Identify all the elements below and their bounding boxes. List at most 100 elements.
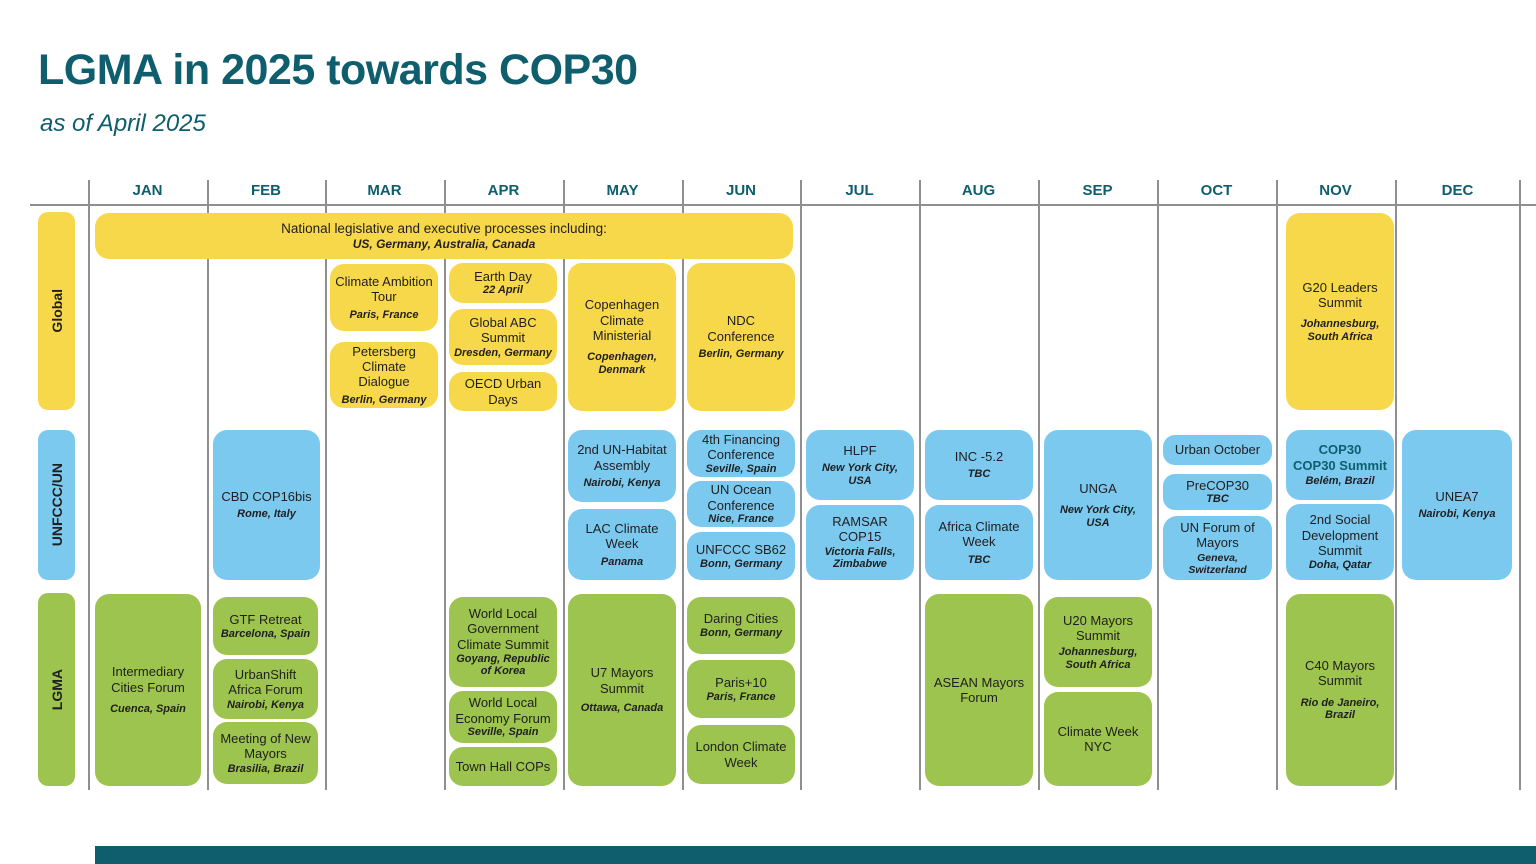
event-u7-mayors-summit: U7 Mayors Summit Ottawa, Canada [568,594,676,786]
grid-line [1038,180,1040,790]
event-oecd-urban-days: OECD Urban Days [449,372,557,411]
event-ramsar-cop15: RAMSAR COP15 Victoria Falls, Zimbabwe [806,505,914,580]
event-world-local-economy-forum: World Local Economy Forum Seville, Spain [449,691,557,743]
event-hlpf: HLPF New York City, USA [806,430,914,500]
grid-line [800,180,802,790]
event-title: Paris+10 [715,674,767,690]
event-title: Africa Climate Week [938,518,1020,550]
month-header-dec: DEC [1441,182,1474,199]
event-title: G20 Leaders Summit [1302,279,1378,310]
event-meeting-of-new-mayors: Meeting of New Mayors Brasilia, Brazil [213,722,318,784]
event-title: CBD COP16bis [221,489,312,505]
event-title: COP30 [1318,442,1362,458]
event-u20-mayors-summit: U20 Mayors Summit Johannesburg, South Af… [1044,597,1152,687]
event-unga: UNGA New York City, USA [1044,430,1152,580]
footer-bar [95,846,1536,864]
page-title: LGMA in 2025 towards COP30 [38,46,638,94]
event-title: HLPF [843,442,877,458]
event-un-ocean-conference: UN Ocean Conference Nice, France [687,481,795,527]
event-location: Belém, Brazil [1305,475,1375,487]
event-g20-leaders-summit: G20 Leaders Summit Johannesburg, South A… [1286,213,1394,410]
month-header-jan: JAN [132,182,163,199]
grid-line [563,180,565,790]
event-world-local-government-climate-summit: World Local Government Climate Summit Go… [449,597,557,687]
grid-line [1276,180,1278,790]
event-location: Nairobi, Kenya [1418,508,1496,521]
event-petersberg-climate-dialogue: Petersberg Climate Dialogue Berlin, Germ… [330,342,438,408]
event-title: UNFCCC SB62 [695,541,787,557]
event-location: Paris, France [706,690,776,703]
event-un-forum-of-mayors: UN Forum of Mayors Geneva, Switzerland [1163,516,1272,580]
event-urban-october: Urban October [1163,435,1272,465]
event-title: LAC Climate Week [585,520,659,552]
event-copenhagen-climate-ministerial: Copenhagen Climate Ministerial Copenhage… [568,263,676,411]
event-title: Global ABC Summit [469,314,537,346]
event-location: Geneva, Switzerland [1188,552,1247,577]
event-unea7: UNEA7 Nairobi, Kenya [1402,430,1512,580]
row-label-unfccc-un: UNFCCC/UN [38,430,75,580]
event-title: Daring Cities [703,611,779,627]
event-title-line2: COP30 Summit [1293,457,1387,473]
month-header-nov: NOV [1319,182,1352,199]
event-location: Berlin, Germany [698,348,784,360]
event-title: UrbanShift Africa Forum [228,666,303,698]
event-location: Doha, Qatar [1308,559,1372,572]
event-title: U7 Mayors Summit [590,665,654,696]
page-subtitle: as of April 2025 [40,110,206,137]
event-title: PreCOP30 [1186,478,1249,494]
event-location: Nairobi, Kenya [226,698,305,711]
event-title: World Local Government Climate Summit [457,605,549,652]
month-header-may: MAY [606,182,639,199]
event-title: 2nd UN-Habitat Assembly [577,442,667,473]
month-header-feb: FEB [251,182,281,199]
event-unfccc-sb62: UNFCCC SB62 Bonn, Germany [687,532,795,580]
row-label-lgma: LGMA [38,593,75,786]
event-location: Panama [600,555,644,568]
event-location: Bonn, Germany [700,627,782,640]
event-title: NDC Conference [707,313,775,344]
event-title: World Local Economy Forum [455,695,551,726]
event-location: Nairobi, Kenya [583,477,661,489]
event-location: Nice, France [708,513,774,526]
event-urbanshift-africa-forum: UrbanShift Africa Forum Nairobi, Kenya [213,659,318,719]
event-title: Climate Week NYC [1057,723,1139,754]
event-location: Cuenca, Spain [110,703,186,715]
event-location: Ottawa, Canada [580,702,664,714]
month-header-mar: MAR [367,182,402,199]
event-title: Meeting of New Mayors [220,730,311,762]
event-title: 4th Financing Conference [701,431,781,463]
event-title: INC -5.2 [954,449,1004,465]
event-status: TBC [967,553,991,566]
grid-line [1519,180,1521,790]
event-asean-mayors-forum: ASEAN Mayors Forum [925,594,1033,786]
event-title: Copenhagen Climate Ministerial [584,297,660,344]
event-cop30-summit: COP30 COP30 Summit Belém, Brazil [1286,430,1394,500]
event-cbd-cop16bis: CBD COP16bis Rome, Italy [213,430,320,580]
event-location: Berlin, Germany [341,393,427,406]
month-header-oct: OCT [1200,182,1233,199]
grid-line [682,180,684,790]
event-daring-cities: Daring Cities Bonn, Germany [687,597,795,654]
event-title: Climate Ambition Tour [335,273,433,305]
event-title: UN Forum of Mayors [1180,519,1255,550]
event-climate-ambition-tour: Climate Ambition Tour Paris, France [330,264,438,331]
event-town-hall-cops: Town Hall COPs [449,747,557,786]
event-status: TBC [1206,493,1229,506]
event-detail: US, Germany, Australia, Canada [352,236,536,251]
event-location: Brasilia, Brazil [227,762,304,775]
month-header-jun: JUN [725,182,756,199]
month-header-sep: SEP [1082,182,1113,199]
event-inc-5-2: INC -5.2 TBC [925,430,1033,500]
event-title: UNEA7 [1435,489,1479,505]
grid-line [207,180,209,790]
event-title: UNGA [1079,480,1117,496]
grid-line [325,180,327,790]
event-title: U20 Mayors Summit [1062,612,1134,643]
grid-line [1395,180,1397,790]
event-location: New York City, USA [1059,504,1136,529]
event-c40-mayors-summit: C40 Mayors Summit Rio de Janeiro, Brazil [1286,594,1394,786]
grid-line [919,180,921,790]
event-title: Petersberg Climate Dialogue [352,343,416,390]
event-precop30: PreCOP30 TBC [1163,474,1272,510]
